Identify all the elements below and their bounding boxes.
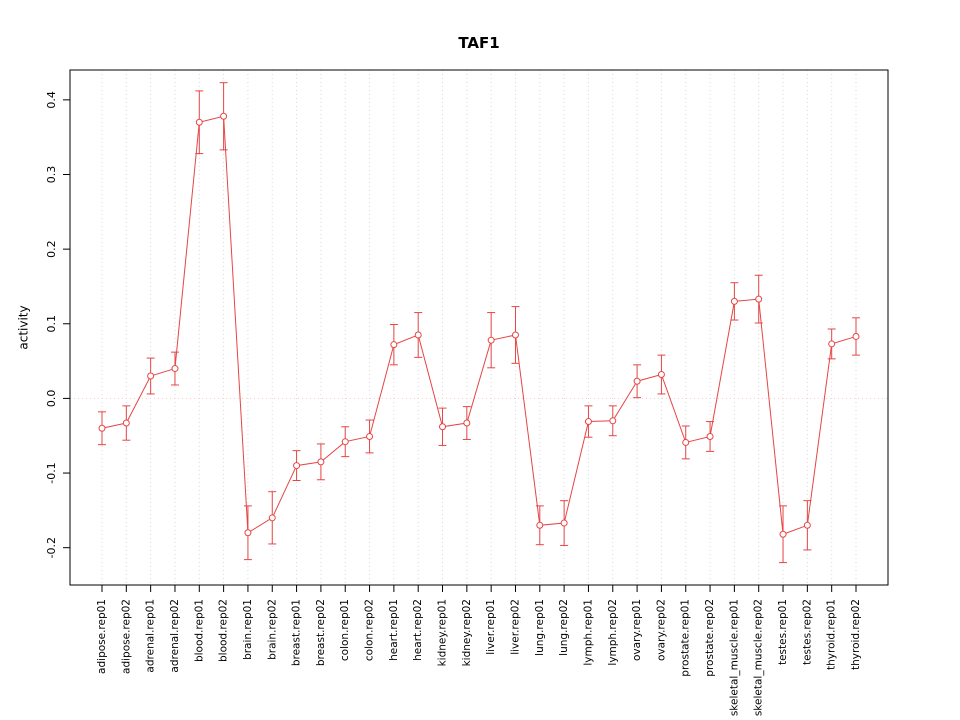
x-tick-label: adrenal.rep01 xyxy=(145,599,157,673)
x-tick-label: lymph.rep02 xyxy=(607,599,619,666)
data-point xyxy=(584,418,592,426)
series-line xyxy=(101,115,857,535)
data-point xyxy=(487,336,495,344)
x-tick-label: colon.rep01 xyxy=(339,599,351,661)
x-tick-label: testes.rep02 xyxy=(801,599,813,665)
data-point xyxy=(341,438,349,446)
y-tick-label: 0.2 xyxy=(45,240,58,258)
x-tick-label: lung.rep02 xyxy=(558,599,570,656)
data-point xyxy=(293,462,301,470)
x-tick-label: lymph.rep01 xyxy=(582,599,594,666)
data-point xyxy=(755,295,763,303)
x-tick-label: testes.rep01 xyxy=(777,599,789,665)
y-tick-label: 0.3 xyxy=(45,166,58,184)
x-tick-label: ovary.rep02 xyxy=(655,599,667,661)
x-tick-label: breast.rep01 xyxy=(291,599,303,666)
data-point xyxy=(560,519,568,527)
x-tick-label: liver.rep01 xyxy=(485,599,497,655)
x-tick-label: ovary.rep01 xyxy=(631,599,643,661)
y-axis: -0.2 -0.1 0.0 0.1 0.2 0.3 0.4 xyxy=(45,91,70,558)
x-tick-label: kidney.rep01 xyxy=(437,599,449,666)
data-point xyxy=(463,419,471,427)
plot-border xyxy=(69,69,889,586)
x-tick-label: prostate.rep01 xyxy=(680,599,692,677)
data-point xyxy=(657,371,665,379)
data-point xyxy=(682,438,690,446)
data-point xyxy=(803,521,811,529)
y-tick-label: 0.1 xyxy=(45,315,58,333)
data-point xyxy=(98,424,106,432)
x-tick-label: lung.rep01 xyxy=(534,599,546,656)
x-axis: adipose.rep01 adipose.rep02 adrenal.rep01 a… xyxy=(96,585,862,716)
y-tick-label: -0.2 xyxy=(45,537,58,558)
data-point xyxy=(268,514,276,522)
x-tick-label: adipose.rep01 xyxy=(96,599,108,674)
x-tick-label: brain.rep01 xyxy=(242,599,254,660)
data-point xyxy=(828,340,836,348)
data-point xyxy=(317,458,325,466)
data-point xyxy=(195,118,203,126)
data-point xyxy=(122,419,130,427)
x-tick-label: blood.rep02 xyxy=(218,599,230,662)
x-tick-label: heart.rep01 xyxy=(388,599,400,661)
data-points xyxy=(98,112,860,538)
data-point xyxy=(852,332,860,340)
x-tick-label: thyroid.rep02 xyxy=(850,599,862,670)
data-point xyxy=(414,331,422,339)
data-point xyxy=(390,341,398,349)
x-tick-label: adipose.rep02 xyxy=(120,599,132,674)
data-point xyxy=(439,423,447,431)
x-tick-label: skeletal_muscle.rep01 xyxy=(728,599,740,716)
x-tick-label: adrenal.rep02 xyxy=(169,599,181,673)
data-point xyxy=(366,432,374,440)
y-tick-label: -0.1 xyxy=(45,462,58,483)
x-tick-label: skeletal_muscle.rep02 xyxy=(753,599,765,716)
data-point xyxy=(171,365,179,373)
data-point xyxy=(511,331,519,339)
x-tick-label: liver.rep02 xyxy=(509,599,521,655)
data-point xyxy=(147,372,155,380)
y-axis-label: activity xyxy=(17,305,31,349)
data-point xyxy=(706,432,714,440)
chart-title: TAF1 xyxy=(458,34,499,52)
x-tick-label: prostate.rep02 xyxy=(704,599,716,677)
data-point xyxy=(609,417,617,425)
x-tick-label: heart.rep02 xyxy=(412,599,424,661)
data-point xyxy=(536,521,544,529)
x-tick-label: colon.rep02 xyxy=(364,599,376,661)
data-point xyxy=(220,112,228,120)
x-tick-label: kidney.rep02 xyxy=(461,599,473,666)
data-point xyxy=(244,529,252,537)
x-tick-label: brain.rep02 xyxy=(266,599,278,660)
data-point xyxy=(730,297,738,305)
x-tick-label: breast.rep02 xyxy=(315,599,327,666)
x-tick-label: blood.rep01 xyxy=(193,599,205,662)
data-point xyxy=(633,377,641,385)
y-tick-label: 0.4 xyxy=(45,91,58,109)
y-tick-label: 0.0 xyxy=(45,390,58,408)
x-tick-label: thyroid.rep01 xyxy=(826,599,838,670)
data-point xyxy=(779,530,787,538)
